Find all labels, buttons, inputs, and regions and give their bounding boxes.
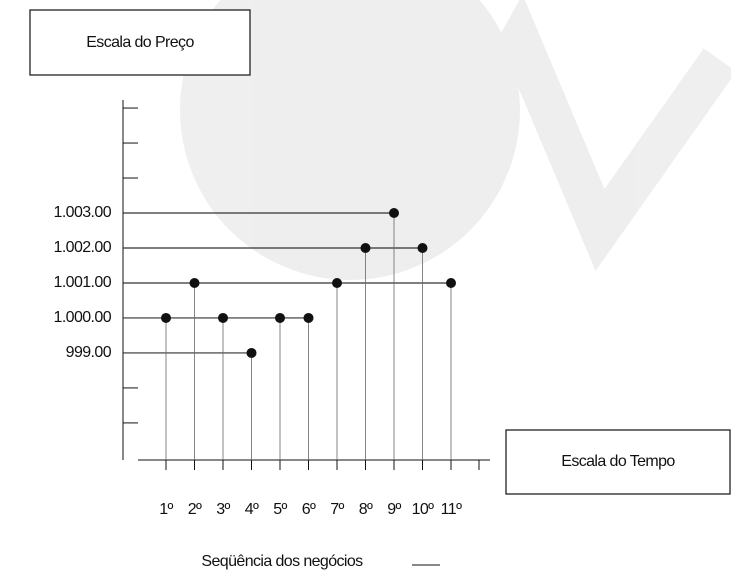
x-tick-label: 4º	[245, 501, 259, 518]
point	[332, 278, 342, 288]
point	[247, 348, 257, 358]
y-tick-label: 1.003.00	[54, 204, 112, 221]
x-tick-label: 9º	[387, 501, 401, 518]
x-axis-label: Escala do Tempo	[561, 453, 675, 470]
y-tick-label: 1.002.00	[54, 239, 112, 256]
x-tick-label: 8º	[359, 501, 373, 518]
x-tick-label: 5º	[273, 501, 287, 518]
caption: Seqüência dos negócios	[201, 553, 363, 570]
point	[446, 278, 456, 288]
point	[275, 313, 285, 323]
point	[361, 243, 371, 253]
chart: Escala do Preço Escala do Tempo Seqüênci…	[0, 0, 731, 579]
x-tick-label: 10º	[412, 501, 435, 518]
x-tick-label: 1º	[159, 501, 173, 518]
x-tick-label: 3º	[216, 501, 230, 518]
x-tick-label: 7º	[330, 501, 344, 518]
y-tick-label: 999.00	[66, 344, 112, 361]
x-tick-label: 11º	[441, 501, 462, 518]
x-tick-label: 6º	[302, 501, 316, 518]
y-tick-label: 1.000.00	[54, 309, 112, 326]
point	[161, 313, 171, 323]
point	[304, 313, 314, 323]
y-axis-label: Escala do Preço	[86, 34, 194, 51]
point	[218, 313, 228, 323]
point	[389, 208, 399, 218]
watermark	[180, 0, 720, 280]
x-tick-label: 2º	[188, 501, 202, 518]
point	[418, 243, 428, 253]
point	[190, 278, 200, 288]
y-tick-label: 1.001.00	[54, 274, 112, 291]
